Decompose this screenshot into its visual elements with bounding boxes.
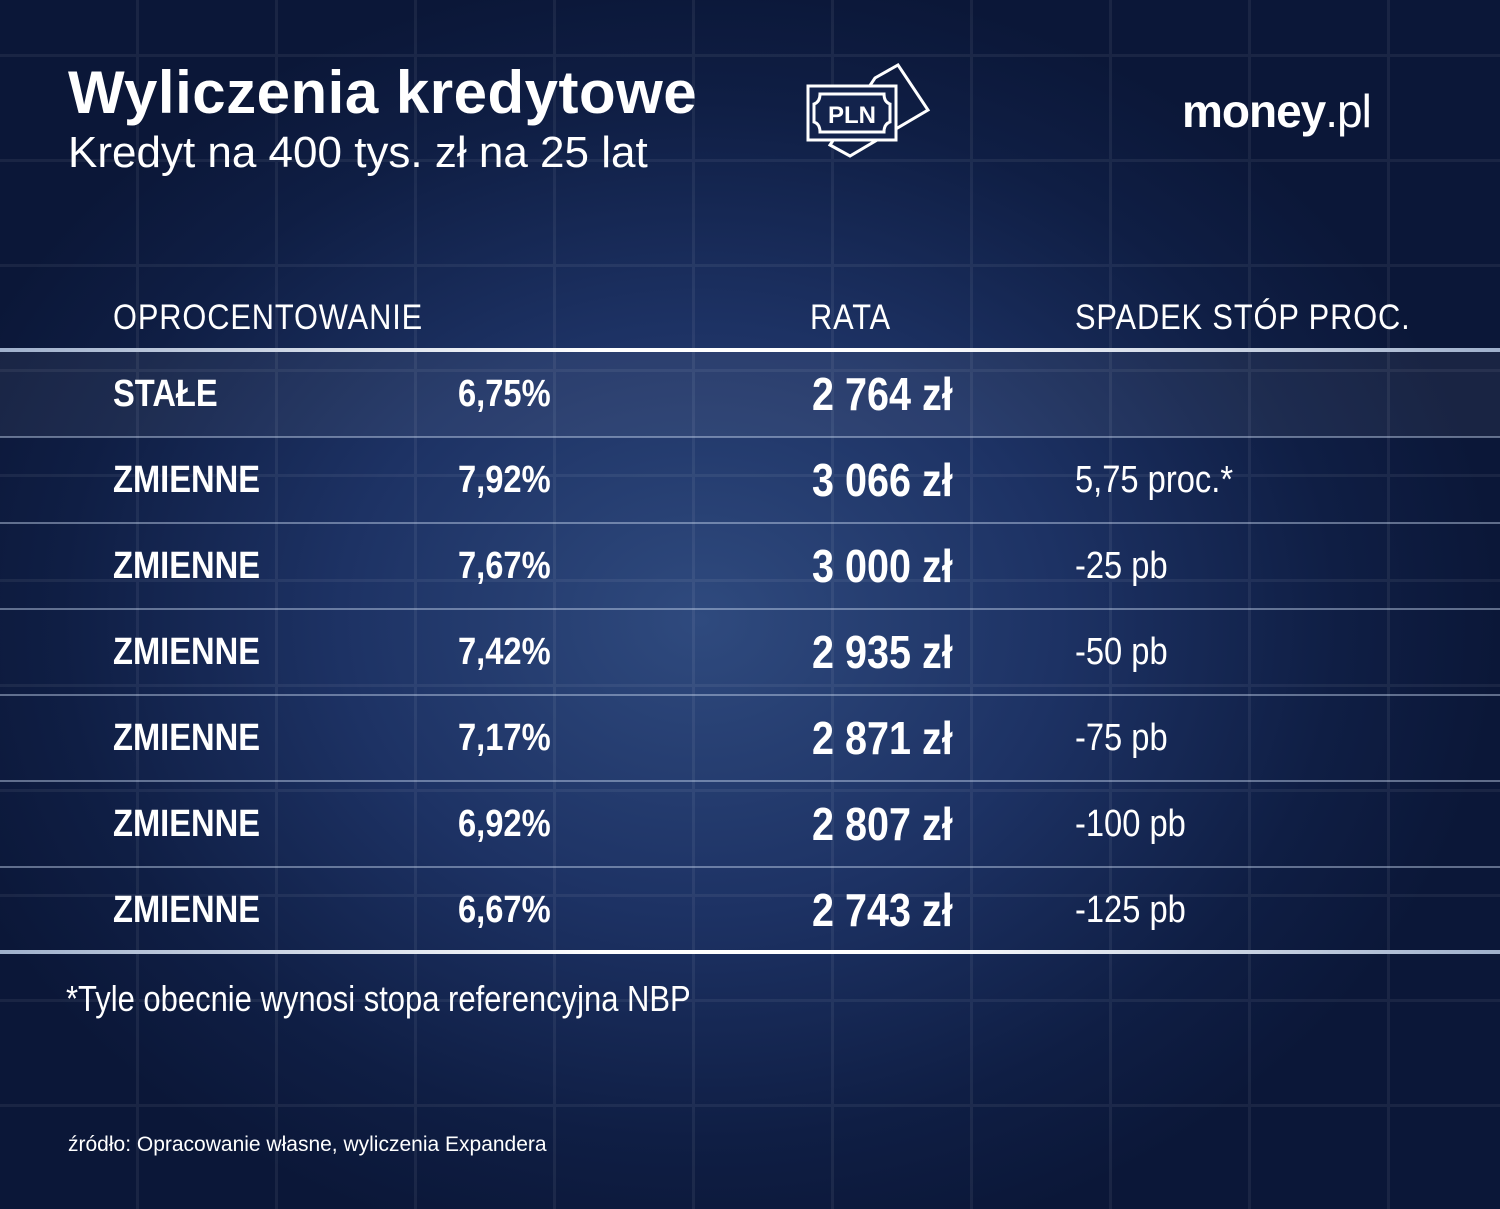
interest-rate-cell: 7,42% bbox=[458, 631, 551, 673]
installment-cell: 3 066 zł bbox=[812, 454, 953, 506]
money-pl-logo: money.pl bbox=[1182, 85, 1372, 137]
rate-drop-cell: -100 pb bbox=[1075, 803, 1186, 845]
column-header-rate-drop: SPADEK STÓP PROC. bbox=[1075, 298, 1411, 337]
installment-cell: 2 871 zł bbox=[812, 712, 953, 764]
page-subtitle: Kredyt na 400 tys. zł na 25 lat bbox=[68, 128, 648, 177]
installment-cell: 2 764 zł bbox=[812, 368, 953, 420]
rate-type-cell: ZMIENNE bbox=[113, 545, 261, 587]
row-divider bbox=[0, 608, 1500, 610]
interest-rate-cell: 6,75% bbox=[458, 373, 551, 415]
installment-cell: 2 743 zł bbox=[812, 884, 953, 936]
table-bottom-divider bbox=[0, 950, 1500, 954]
rate-type-cell: STAŁE bbox=[113, 373, 218, 415]
table-row: ZMIENNE 7,42% 2 935 zł -50 pb bbox=[0, 609, 1500, 695]
table-row: ZMIENNE 6,67% 2 743 zł -125 pb bbox=[0, 867, 1500, 953]
row-divider bbox=[0, 866, 1500, 868]
interest-rate-cell: 6,92% bbox=[458, 803, 551, 845]
rate-drop-cell: -25 pb bbox=[1075, 545, 1168, 587]
row-divider bbox=[0, 780, 1500, 782]
row-divider bbox=[0, 694, 1500, 696]
column-header-rate-type: OPROCENTOWANIE bbox=[113, 298, 424, 337]
installment-cell: 3 000 zł bbox=[812, 540, 953, 592]
row-divider bbox=[0, 436, 1500, 438]
rate-type-cell: ZMIENNE bbox=[113, 889, 261, 931]
rate-type-cell: ZMIENNE bbox=[113, 803, 261, 845]
column-header-installment: RATA bbox=[810, 298, 892, 337]
rate-drop-cell: -50 pb bbox=[1075, 631, 1168, 673]
table-top-divider bbox=[0, 348, 1500, 352]
table-row: ZMIENNE 7,92% 3 066 zł 5,75 proc.* bbox=[0, 437, 1500, 523]
rate-drop-cell: -75 pb bbox=[1075, 717, 1168, 759]
table-row: ZMIENNE 6,92% 2 807 zł -100 pb bbox=[0, 781, 1500, 867]
source-note: źródło: Opracowanie własne, wyliczenia E… bbox=[68, 1133, 547, 1156]
installment-cell: 2 935 zł bbox=[812, 626, 953, 678]
rate-type-cell: ZMIENNE bbox=[113, 459, 261, 501]
interest-rate-cell: 7,92% bbox=[458, 459, 551, 501]
row-divider bbox=[0, 522, 1500, 524]
pln-banknote-icon: PLN bbox=[806, 63, 931, 158]
interest-rate-cell: 6,67% bbox=[458, 889, 551, 931]
svg-text:PLN: PLN bbox=[828, 102, 876, 129]
interest-rate-cell: 7,67% bbox=[458, 545, 551, 587]
interest-rate-cell: 7,17% bbox=[458, 717, 551, 759]
table-row: STAŁE 6,75% 2 764 zł bbox=[0, 351, 1500, 437]
page-title: Wyliczenia kredytowe bbox=[68, 59, 698, 126]
rate-type-cell: ZMIENNE bbox=[113, 717, 261, 759]
rate-drop-cell: -125 pb bbox=[1075, 889, 1186, 931]
table-row: ZMIENNE 7,67% 3 000 zł -25 pb bbox=[0, 523, 1500, 609]
rate-type-cell: ZMIENNE bbox=[113, 631, 261, 673]
rate-drop-cell: 5,75 proc.* bbox=[1075, 459, 1234, 501]
installment-cell: 2 807 zł bbox=[812, 798, 953, 850]
footnote: *Tyle obecnie wynosi stopa referencyjna … bbox=[66, 978, 691, 1019]
table-row: ZMIENNE 7,17% 2 871 zł -75 pb bbox=[0, 695, 1500, 781]
